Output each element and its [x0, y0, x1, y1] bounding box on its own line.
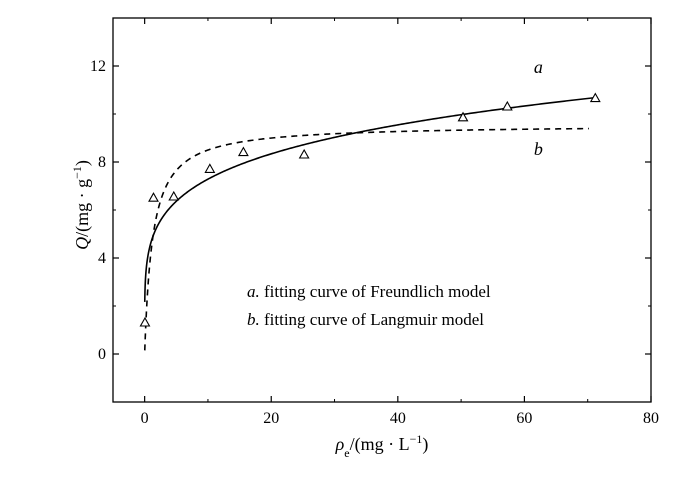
x-tick-label: 80 — [643, 410, 659, 427]
curve-label-b: b — [534, 139, 543, 159]
y-tick-label: 0 — [98, 346, 106, 363]
plot-area — [112, 17, 652, 403]
data-point — [237, 146, 249, 157]
data-point — [148, 192, 159, 202]
data-point — [457, 111, 469, 122]
series-line-langmuir — [143, 127, 589, 351]
legend-entry-langmuir: b. fitting curve of Langmuir model — [247, 310, 484, 329]
y-tick-label: 8 — [98, 154, 106, 171]
x-tick-label: 40 — [390, 410, 406, 427]
legend: a. fitting curve of Freundlich model b. … — [247, 282, 491, 329]
data-point — [139, 316, 151, 327]
data-point — [168, 190, 180, 201]
data-point — [298, 148, 310, 159]
y-axis-label: Q/(mg · g−1) — [70, 160, 93, 250]
x-tick-label: 20 — [263, 410, 279, 427]
y-tick-label: 12 — [90, 58, 106, 75]
data-point — [589, 92, 601, 103]
axis-ticks: 0 20 40 60 80 0 4 8 12 — [90, 18, 659, 427]
plot-frame — [112, 17, 652, 403]
series-line-freundlich — [143, 96, 596, 302]
data-point — [204, 163, 216, 173]
curve-label-a: a — [534, 57, 543, 77]
x-tick-label: 60 — [516, 410, 532, 427]
data-point — [501, 100, 513, 111]
legend-entry-freundlich: a. fitting curve of Freundlich model — [247, 282, 491, 301]
x-axis-label: ρe/(mg · L−1) — [335, 432, 429, 460]
x-tick-label: 0 — [141, 410, 149, 427]
series-layer — [139, 92, 601, 351]
y-tick-label: 4 — [98, 250, 106, 267]
